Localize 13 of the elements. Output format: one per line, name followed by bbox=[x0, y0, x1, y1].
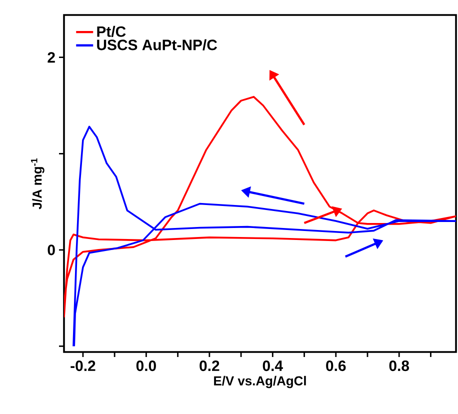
legend-label: Pt/C bbox=[97, 26, 126, 38]
x-axis-title: E/V vs.Ag/AgCl bbox=[214, 376, 306, 388]
x-tick-label: -0.2 bbox=[70, 360, 96, 372]
text: 0.0 bbox=[136, 360, 156, 372]
x-tick-label: 0.6 bbox=[326, 360, 346, 372]
x-tick-label: 0.8 bbox=[389, 360, 410, 372]
line-series bbox=[64, 96, 456, 318]
y-tick-label: 2 bbox=[48, 52, 55, 63]
x-tick-label: 0.4 bbox=[262, 360, 283, 372]
legend-label: USCS AuPt-NP/C bbox=[97, 39, 218, 50]
x-tick-label: 0.2 bbox=[200, 360, 220, 372]
y-tick-label: 0 bbox=[48, 244, 55, 256]
y-axis-title: J/A mg$^{-1}$ bbox=[31, 158, 44, 210]
